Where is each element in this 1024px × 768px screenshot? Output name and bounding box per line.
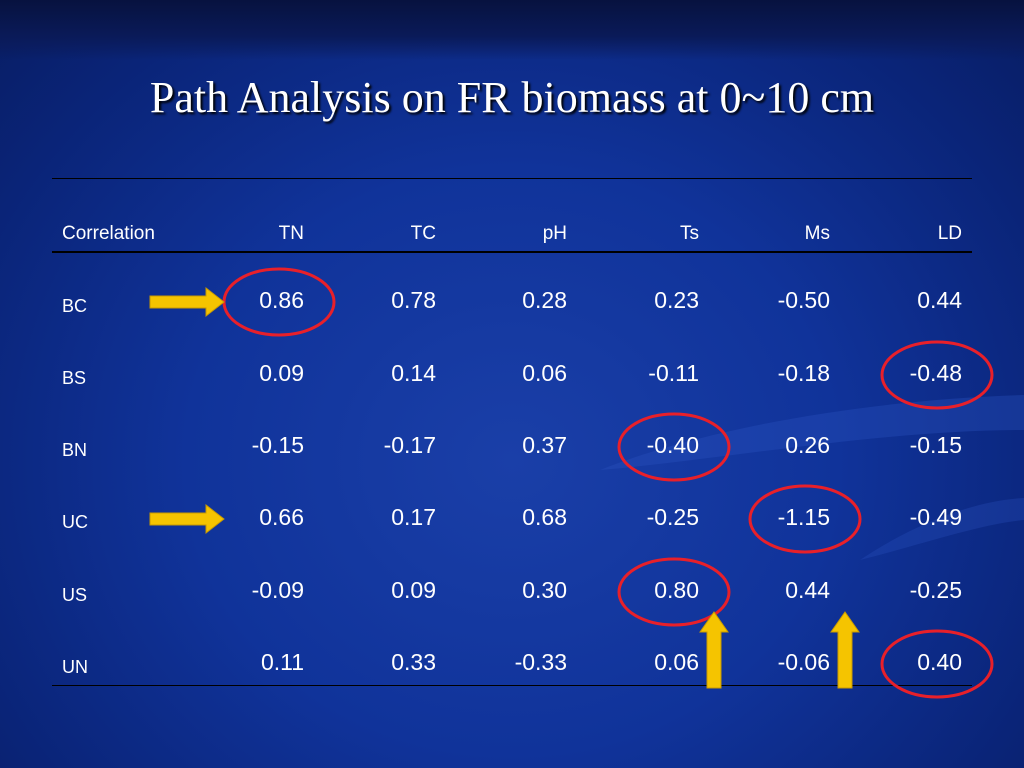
header-correlation: Correlation xyxy=(62,223,155,244)
top-band xyxy=(0,0,1024,60)
table-cell: -0.48 xyxy=(909,360,962,386)
table-cell: 0.86 xyxy=(259,287,304,313)
table-cell: 0.37 xyxy=(522,432,567,458)
table-cell: 0.28 xyxy=(522,287,567,313)
highlight-circle xyxy=(748,484,862,554)
table-cell: 0.14 xyxy=(391,360,436,386)
table-cell: -0.06 xyxy=(777,649,830,675)
table-cell: 0.44 xyxy=(917,287,962,313)
table-cell: 0.17 xyxy=(391,504,436,530)
row-label-us: US xyxy=(62,585,88,605)
header-tn: TN xyxy=(278,223,304,244)
table-cell: -0.15 xyxy=(909,432,962,458)
table-cell: 0.30 xyxy=(522,577,567,603)
table-cell: 0.09 xyxy=(391,577,436,603)
table-cell: -0.49 xyxy=(909,504,962,530)
highlight-circle xyxy=(617,557,731,627)
row-label-bs: BS xyxy=(62,368,87,388)
header-ts: Ts xyxy=(680,223,699,244)
table-cell: -0.17 xyxy=(383,432,436,458)
table-cell: 0.40 xyxy=(917,649,962,675)
row-label-bc: BC xyxy=(62,296,88,316)
table-cell: 0.23 xyxy=(654,287,699,313)
table-cell: -0.15 xyxy=(251,432,304,458)
table-cell: 0.80 xyxy=(654,577,699,603)
table-cell: 0.06 xyxy=(522,360,567,386)
right-arrow-icon xyxy=(149,286,225,318)
table-header-rule xyxy=(52,251,972,253)
header-ms: Ms xyxy=(804,223,830,244)
highlight-circle xyxy=(880,340,994,410)
highlight-circle xyxy=(222,267,336,337)
highlight-circle xyxy=(880,629,994,699)
table-bottom-rule xyxy=(52,685,972,686)
header-tc: TC xyxy=(410,223,436,244)
header-ph: pH xyxy=(542,223,567,244)
table-top-rule xyxy=(52,178,972,179)
slide-title: Path Analysis on FR biomass at 0~10 cm xyxy=(149,73,875,122)
table-cell: -0.09 xyxy=(251,577,304,603)
table-cell: 0.66 xyxy=(259,504,304,530)
table-cell: 0.44 xyxy=(785,577,830,603)
table-cell: 0.26 xyxy=(785,432,830,458)
table-cell: -0.33 xyxy=(514,649,567,675)
header-ld: LD xyxy=(937,223,962,244)
table-cell: -0.11 xyxy=(648,360,699,386)
table-cell: -1.15 xyxy=(777,504,830,530)
row-label-uc: UC xyxy=(62,512,88,532)
up-arrow-icon xyxy=(830,611,860,689)
row-label-un: UN xyxy=(62,657,88,677)
table-cell: 0.33 xyxy=(391,649,436,675)
table-cell: 0.78 xyxy=(391,287,436,313)
table-cell: 0.09 xyxy=(259,360,304,386)
highlight-circle xyxy=(617,412,731,482)
table-cell: 0.68 xyxy=(522,504,567,530)
table-cell: -0.18 xyxy=(777,360,830,386)
table-cell: 0.06 xyxy=(654,649,699,675)
up-arrow-icon xyxy=(699,611,729,689)
table-cell: -0.40 xyxy=(646,432,699,458)
table-cell: 0.11 xyxy=(260,649,304,675)
right-arrow-icon xyxy=(149,503,225,535)
table-cell: -0.25 xyxy=(646,504,699,530)
table-cell: -0.50 xyxy=(777,287,830,313)
row-label-bn: BN xyxy=(62,440,88,460)
table-cell: -0.25 xyxy=(909,577,962,603)
